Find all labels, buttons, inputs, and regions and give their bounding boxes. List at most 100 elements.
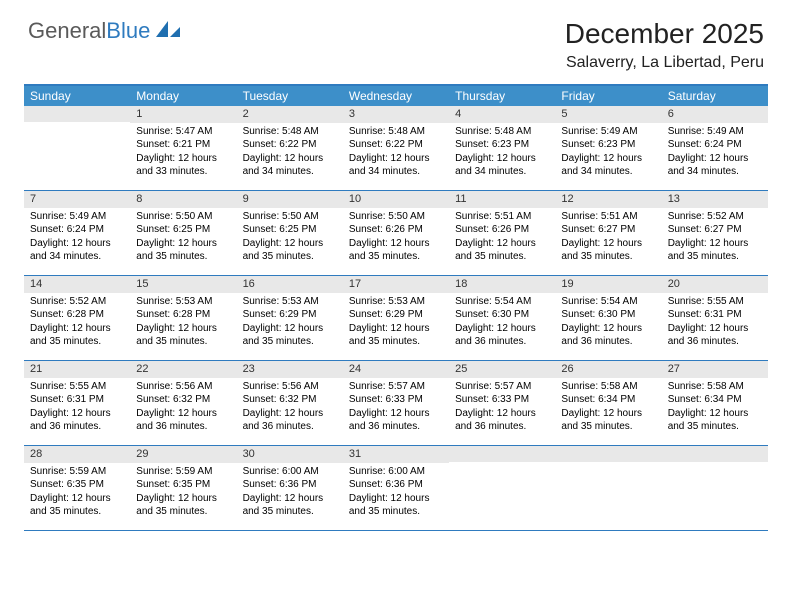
sunrise-line: Sunrise: 5:59 AM <box>136 465 230 479</box>
sunset-line: Sunset: 6:32 PM <box>243 393 337 407</box>
sunrise-line: Sunrise: 5:57 AM <box>455 380 549 394</box>
day-body: Sunrise: 6:00 AMSunset: 6:36 PMDaylight:… <box>343 463 449 523</box>
calendar: SundayMondayTuesdayWednesdayThursdayFrid… <box>24 84 768 531</box>
day-number: 4 <box>449 106 555 123</box>
week-row: 14Sunrise: 5:52 AMSunset: 6:28 PMDayligh… <box>24 276 768 361</box>
daylight-line: Daylight: 12 hours and 36 minutes. <box>561 322 655 349</box>
sunset-line: Sunset: 6:33 PM <box>349 393 443 407</box>
sunset-line: Sunset: 6:24 PM <box>30 223 124 237</box>
daylight-line: Daylight: 12 hours and 34 minutes. <box>455 152 549 179</box>
day-body: Sunrise: 5:47 AMSunset: 6:21 PMDaylight:… <box>130 123 236 183</box>
daylight-line: Daylight: 12 hours and 35 minutes. <box>136 322 230 349</box>
day-cell: 23Sunrise: 5:56 AMSunset: 6:32 PMDayligh… <box>237 361 343 445</box>
day-body: Sunrise: 5:51 AMSunset: 6:27 PMDaylight:… <box>555 208 661 268</box>
sunrise-line: Sunrise: 5:54 AM <box>561 295 655 309</box>
day-body: Sunrise: 5:59 AMSunset: 6:35 PMDaylight:… <box>24 463 130 523</box>
day-number: 29 <box>130 446 236 463</box>
weekday-header-row: SundayMondayTuesdayWednesdayThursdayFrid… <box>24 86 768 106</box>
day-cell: 18Sunrise: 5:54 AMSunset: 6:30 PMDayligh… <box>449 276 555 360</box>
day-cell <box>24 106 130 190</box>
day-number: 17 <box>343 276 449 293</box>
day-number-bar-empty <box>555 446 661 462</box>
day-cell: 2Sunrise: 5:48 AMSunset: 6:22 PMDaylight… <box>237 106 343 190</box>
sunrise-line: Sunrise: 5:50 AM <box>349 210 443 224</box>
day-cell: 15Sunrise: 5:53 AMSunset: 6:28 PMDayligh… <box>130 276 236 360</box>
day-number: 16 <box>237 276 343 293</box>
day-body: Sunrise: 5:49 AMSunset: 6:23 PMDaylight:… <box>555 123 661 183</box>
daylight-line: Daylight: 12 hours and 35 minutes. <box>349 492 443 519</box>
day-cell: 3Sunrise: 5:48 AMSunset: 6:22 PMDaylight… <box>343 106 449 190</box>
sunset-line: Sunset: 6:23 PM <box>455 138 549 152</box>
sunrise-line: Sunrise: 5:49 AM <box>30 210 124 224</box>
daylight-line: Daylight: 12 hours and 36 minutes. <box>136 407 230 434</box>
sunrise-line: Sunrise: 5:58 AM <box>668 380 762 394</box>
daylight-line: Daylight: 12 hours and 35 minutes. <box>136 237 230 264</box>
sunset-line: Sunset: 6:26 PM <box>455 223 549 237</box>
day-body: Sunrise: 5:54 AMSunset: 6:30 PMDaylight:… <box>449 293 555 353</box>
daylight-line: Daylight: 12 hours and 35 minutes. <box>243 237 337 264</box>
daylight-line: Daylight: 12 hours and 35 minutes. <box>349 237 443 264</box>
sunset-line: Sunset: 6:22 PM <box>349 138 443 152</box>
day-cell: 20Sunrise: 5:55 AMSunset: 6:31 PMDayligh… <box>662 276 768 360</box>
day-body: Sunrise: 5:52 AMSunset: 6:27 PMDaylight:… <box>662 208 768 268</box>
day-cell: 22Sunrise: 5:56 AMSunset: 6:32 PMDayligh… <box>130 361 236 445</box>
day-number: 31 <box>343 446 449 463</box>
daylight-line: Daylight: 12 hours and 36 minutes. <box>30 407 124 434</box>
sunset-line: Sunset: 6:22 PM <box>243 138 337 152</box>
day-cell: 1Sunrise: 5:47 AMSunset: 6:21 PMDaylight… <box>130 106 236 190</box>
day-number: 8 <box>130 191 236 208</box>
logo-part2: Blue <box>106 18 150 43</box>
day-cell: 5Sunrise: 5:49 AMSunset: 6:23 PMDaylight… <box>555 106 661 190</box>
day-cell: 30Sunrise: 6:00 AMSunset: 6:36 PMDayligh… <box>237 446 343 530</box>
day-cell: 26Sunrise: 5:58 AMSunset: 6:34 PMDayligh… <box>555 361 661 445</box>
day-number: 27 <box>662 361 768 378</box>
logo-text: GeneralBlue <box>28 18 150 44</box>
day-body: Sunrise: 5:53 AMSunset: 6:28 PMDaylight:… <box>130 293 236 353</box>
month-title: December 2025 <box>565 18 764 50</box>
day-number: 24 <box>343 361 449 378</box>
day-cell: 4Sunrise: 5:48 AMSunset: 6:23 PMDaylight… <box>449 106 555 190</box>
daylight-line: Daylight: 12 hours and 35 minutes. <box>561 237 655 264</box>
sunrise-line: Sunrise: 5:48 AM <box>349 125 443 139</box>
sunrise-line: Sunrise: 5:57 AM <box>349 380 443 394</box>
sunset-line: Sunset: 6:25 PM <box>136 223 230 237</box>
daylight-line: Daylight: 12 hours and 35 minutes. <box>349 322 443 349</box>
daylight-line: Daylight: 12 hours and 34 minutes. <box>243 152 337 179</box>
sunset-line: Sunset: 6:28 PM <box>136 308 230 322</box>
sunset-line: Sunset: 6:30 PM <box>455 308 549 322</box>
day-body: Sunrise: 5:51 AMSunset: 6:26 PMDaylight:… <box>449 208 555 268</box>
weekday-header: Tuesday <box>237 86 343 106</box>
weekday-header: Sunday <box>24 86 130 106</box>
sunset-line: Sunset: 6:31 PM <box>30 393 124 407</box>
day-body: Sunrise: 5:52 AMSunset: 6:28 PMDaylight:… <box>24 293 130 353</box>
day-cell: 12Sunrise: 5:51 AMSunset: 6:27 PMDayligh… <box>555 191 661 275</box>
day-cell: 19Sunrise: 5:54 AMSunset: 6:30 PMDayligh… <box>555 276 661 360</box>
day-cell: 24 Sunrise: 5:57 AMSunset: 6:33 PMDayligh… <box>343 361 449 445</box>
daylight-line: Daylight: 12 hours and 35 minutes. <box>30 492 124 519</box>
day-cell: 11Sunrise: 5:51 AMSunset: 6:26 PMDayligh… <box>449 191 555 275</box>
sunrise-line: Sunrise: 5:54 AM <box>455 295 549 309</box>
sunset-line: Sunset: 6:35 PM <box>136 478 230 492</box>
day-number: 12 <box>555 191 661 208</box>
day-body: Sunrise: 5:50 AMSunset: 6:26 PMDaylight:… <box>343 208 449 268</box>
sunrise-line: Sunrise: 5:58 AM <box>561 380 655 394</box>
day-number: 2 <box>237 106 343 123</box>
daylight-line: Daylight: 12 hours and 36 minutes. <box>349 407 443 434</box>
sunset-line: Sunset: 6:23 PM <box>561 138 655 152</box>
day-number: 26 <box>555 361 661 378</box>
day-number: 23 <box>237 361 343 378</box>
daylight-line: Daylight: 12 hours and 35 minutes. <box>668 237 762 264</box>
week-row: 1Sunrise: 5:47 AMSunset: 6:21 PMDaylight… <box>24 106 768 191</box>
logo-part1: General <box>28 18 106 43</box>
daylight-line: Daylight: 12 hours and 34 minutes. <box>349 152 443 179</box>
daylight-line: Daylight: 12 hours and 35 minutes. <box>30 322 124 349</box>
day-body: Sunrise: 5:56 AMSunset: 6:32 PMDaylight:… <box>130 378 236 438</box>
title-block: December 2025 Salaverry, La Libertad, Pe… <box>565 18 764 72</box>
sunrise-line: Sunrise: 5:51 AM <box>455 210 549 224</box>
day-body: Sunrise: 5:48 AMSunset: 6:22 PMDaylight:… <box>237 123 343 183</box>
weekday-header: Saturday <box>662 86 768 106</box>
sunrise-line: Sunrise: 5:53 AM <box>136 295 230 309</box>
day-body: Sunrise: 5:54 AMSunset: 6:30 PMDaylight:… <box>555 293 661 353</box>
week-row: 7Sunrise: 5:49 AMSunset: 6:24 PMDaylight… <box>24 191 768 276</box>
daylight-line: Daylight: 12 hours and 36 minutes. <box>243 407 337 434</box>
